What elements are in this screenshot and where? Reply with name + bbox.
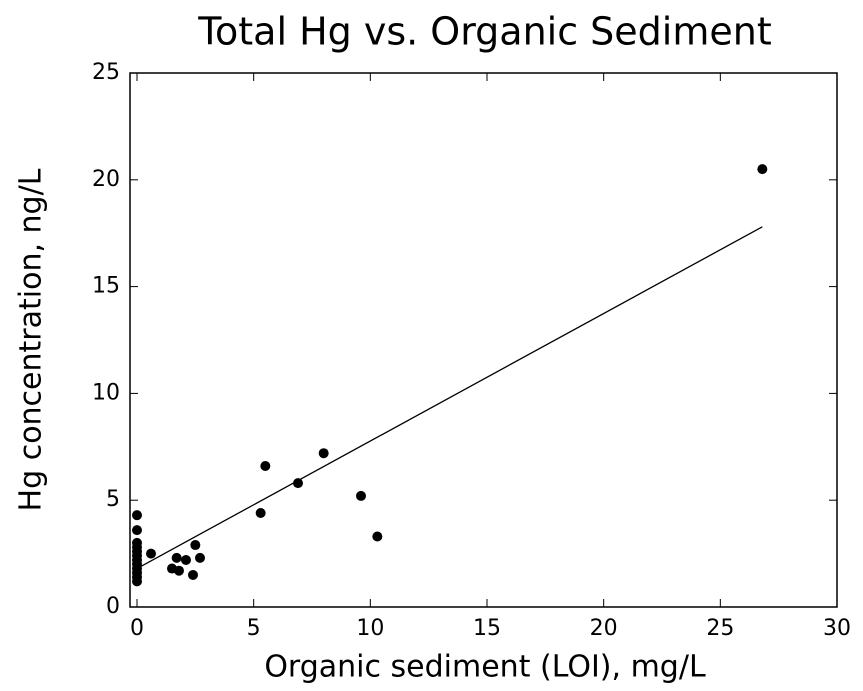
- point: [146, 548, 156, 559]
- point: [132, 576, 142, 587]
- x-tick-label: 15: [473, 616, 501, 641]
- point: [260, 461, 271, 472]
- point: [195, 552, 205, 563]
- y-axis-label: Hg concentration, ng/L: [14, 168, 49, 511]
- x-tick-label: 30: [823, 616, 851, 641]
- plot-frame: [129, 72, 838, 608]
- point: [132, 510, 142, 521]
- point: [757, 164, 768, 175]
- x-tick-label: 20: [590, 616, 618, 641]
- point: [255, 508, 266, 519]
- x-tick-label: 0: [130, 616, 144, 641]
- point: [190, 540, 201, 551]
- y-tick-label: 5: [106, 487, 120, 512]
- y-tick-label: 10: [92, 380, 120, 405]
- y-tick-label: 20: [92, 167, 120, 192]
- x-tick-label: 5: [247, 616, 261, 641]
- point: [293, 478, 303, 489]
- point: [132, 525, 142, 536]
- point: [188, 569, 198, 580]
- point: [318, 448, 329, 459]
- point: [181, 555, 191, 566]
- point: [174, 565, 184, 576]
- fit-line: [136, 226, 763, 570]
- chart-title: Total Hg vs. Organic Sediment: [197, 10, 772, 54]
- x-axis-label: Organic sediment (LOI), mg/L: [264, 650, 706, 685]
- y-tick-label: 25: [92, 60, 120, 85]
- y-tick-label: 0: [106, 594, 120, 619]
- point: [171, 552, 182, 563]
- y-tick-label: 15: [92, 274, 120, 299]
- point: [356, 490, 366, 501]
- point: [372, 531, 383, 542]
- x-tick-label: 25: [706, 616, 734, 641]
- x-tick-label: 10: [356, 616, 384, 641]
